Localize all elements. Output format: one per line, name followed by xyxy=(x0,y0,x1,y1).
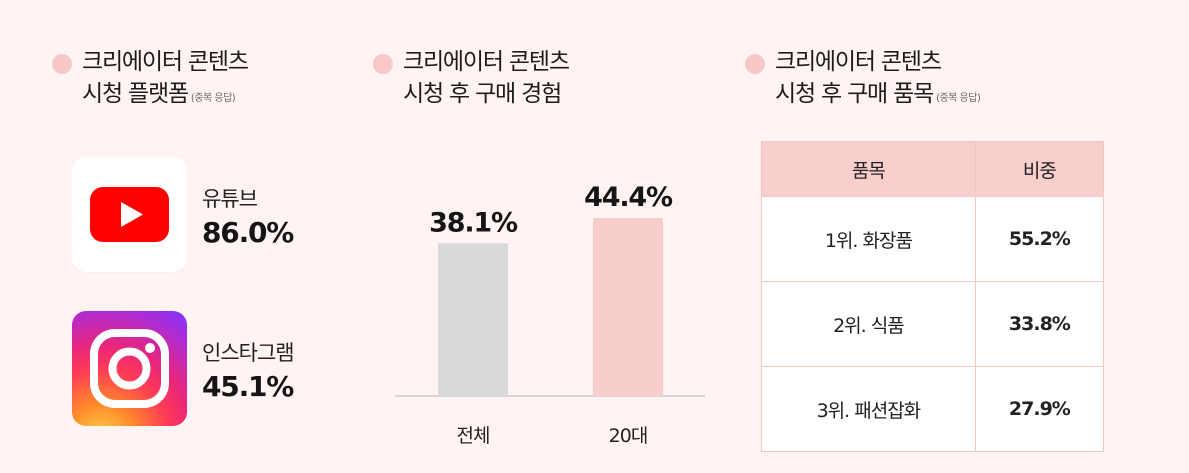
item-name: 1위. 화장품 xyxy=(761,196,976,282)
category-label: 20대 xyxy=(609,425,648,447)
table-row: 2위. 식품 33.8% xyxy=(761,281,1105,367)
bar-value-label: 38.1% xyxy=(429,207,518,238)
item-share: 55.2% xyxy=(974,196,1105,282)
header-share: 비중 xyxy=(974,141,1105,197)
table-header-row: 품목 비중 xyxy=(761,141,1105,197)
table-row: 1위. 화장품 55.2% xyxy=(761,196,1105,282)
platform-title: 크리에이터 콘텐츠 시청 플랫폼 (중복 응답) xyxy=(82,46,249,115)
platform-title-line2: 시청 플랫폼 xyxy=(82,81,189,107)
instagram-value: 45.1% xyxy=(202,370,294,403)
instagram-icon xyxy=(72,311,187,426)
bar-1 xyxy=(438,243,508,396)
items-title-line2: 시청 후 구매 품목 xyxy=(775,81,934,107)
bar-2 xyxy=(593,218,663,396)
items-note: (중복 응답) xyxy=(936,93,981,104)
item-name: 3위. 패션잡화 xyxy=(761,366,976,452)
bullet-dot xyxy=(745,54,765,74)
purchase-title: 크리에이터 콘텐츠 시청 후 구매 경험 xyxy=(403,46,570,110)
purchase-bar-chart: 38.1% 전체 44.4% 20대 xyxy=(395,182,705,447)
bullet-dot xyxy=(52,54,72,74)
platform-title-line1: 크리에이터 콘텐츠 xyxy=(82,49,249,75)
header-item: 품목 xyxy=(761,141,976,197)
purchase-title-line1: 크리에이터 콘텐츠 xyxy=(403,49,570,75)
youtube-label: 유튜브 xyxy=(202,187,258,211)
item-share: 27.9% xyxy=(974,366,1105,452)
youtube-value: 86.0% xyxy=(202,216,294,249)
bar-value-label: 44.4% xyxy=(584,182,673,213)
item-share: 33.8% xyxy=(974,281,1105,367)
item-name: 2위. 식품 xyxy=(761,281,976,367)
youtube-icon xyxy=(72,157,187,272)
items-table: 품목 비중 1위. 화장품 55.2% 2위. 식품 33.8% 3위. 패션잡… xyxy=(761,141,1105,452)
table-row: 3위. 패션잡화 27.9% xyxy=(761,366,1105,452)
items-title-line1: 크리에이터 콘텐츠 xyxy=(775,49,942,75)
platform-section: 크리에이터 콘텐츠 시청 플랫폼 (중복 응답) 유튜브 86.0% 인스타그램 … xyxy=(52,0,352,473)
purchase-section: 크리에이터 콘텐츠 시청 후 구매 경험 38.1% 전체 44.4% 20대 xyxy=(373,0,713,473)
bullet-dot xyxy=(373,54,393,74)
category-label: 전체 xyxy=(457,425,490,447)
items-title: 크리에이터 콘텐츠 시청 후 구매 품목 (중복 응답) xyxy=(775,46,981,115)
platform-note: (중복 응답) xyxy=(190,93,236,104)
instagram-label: 인스타그램 xyxy=(202,341,295,365)
items-section: 크리에이터 콘텐츠 시청 후 구매 품목 (중복 응답) 품목 비중 1위. 화장… xyxy=(745,0,1125,473)
purchase-title-line2: 시청 후 구매 경험 xyxy=(403,81,562,107)
